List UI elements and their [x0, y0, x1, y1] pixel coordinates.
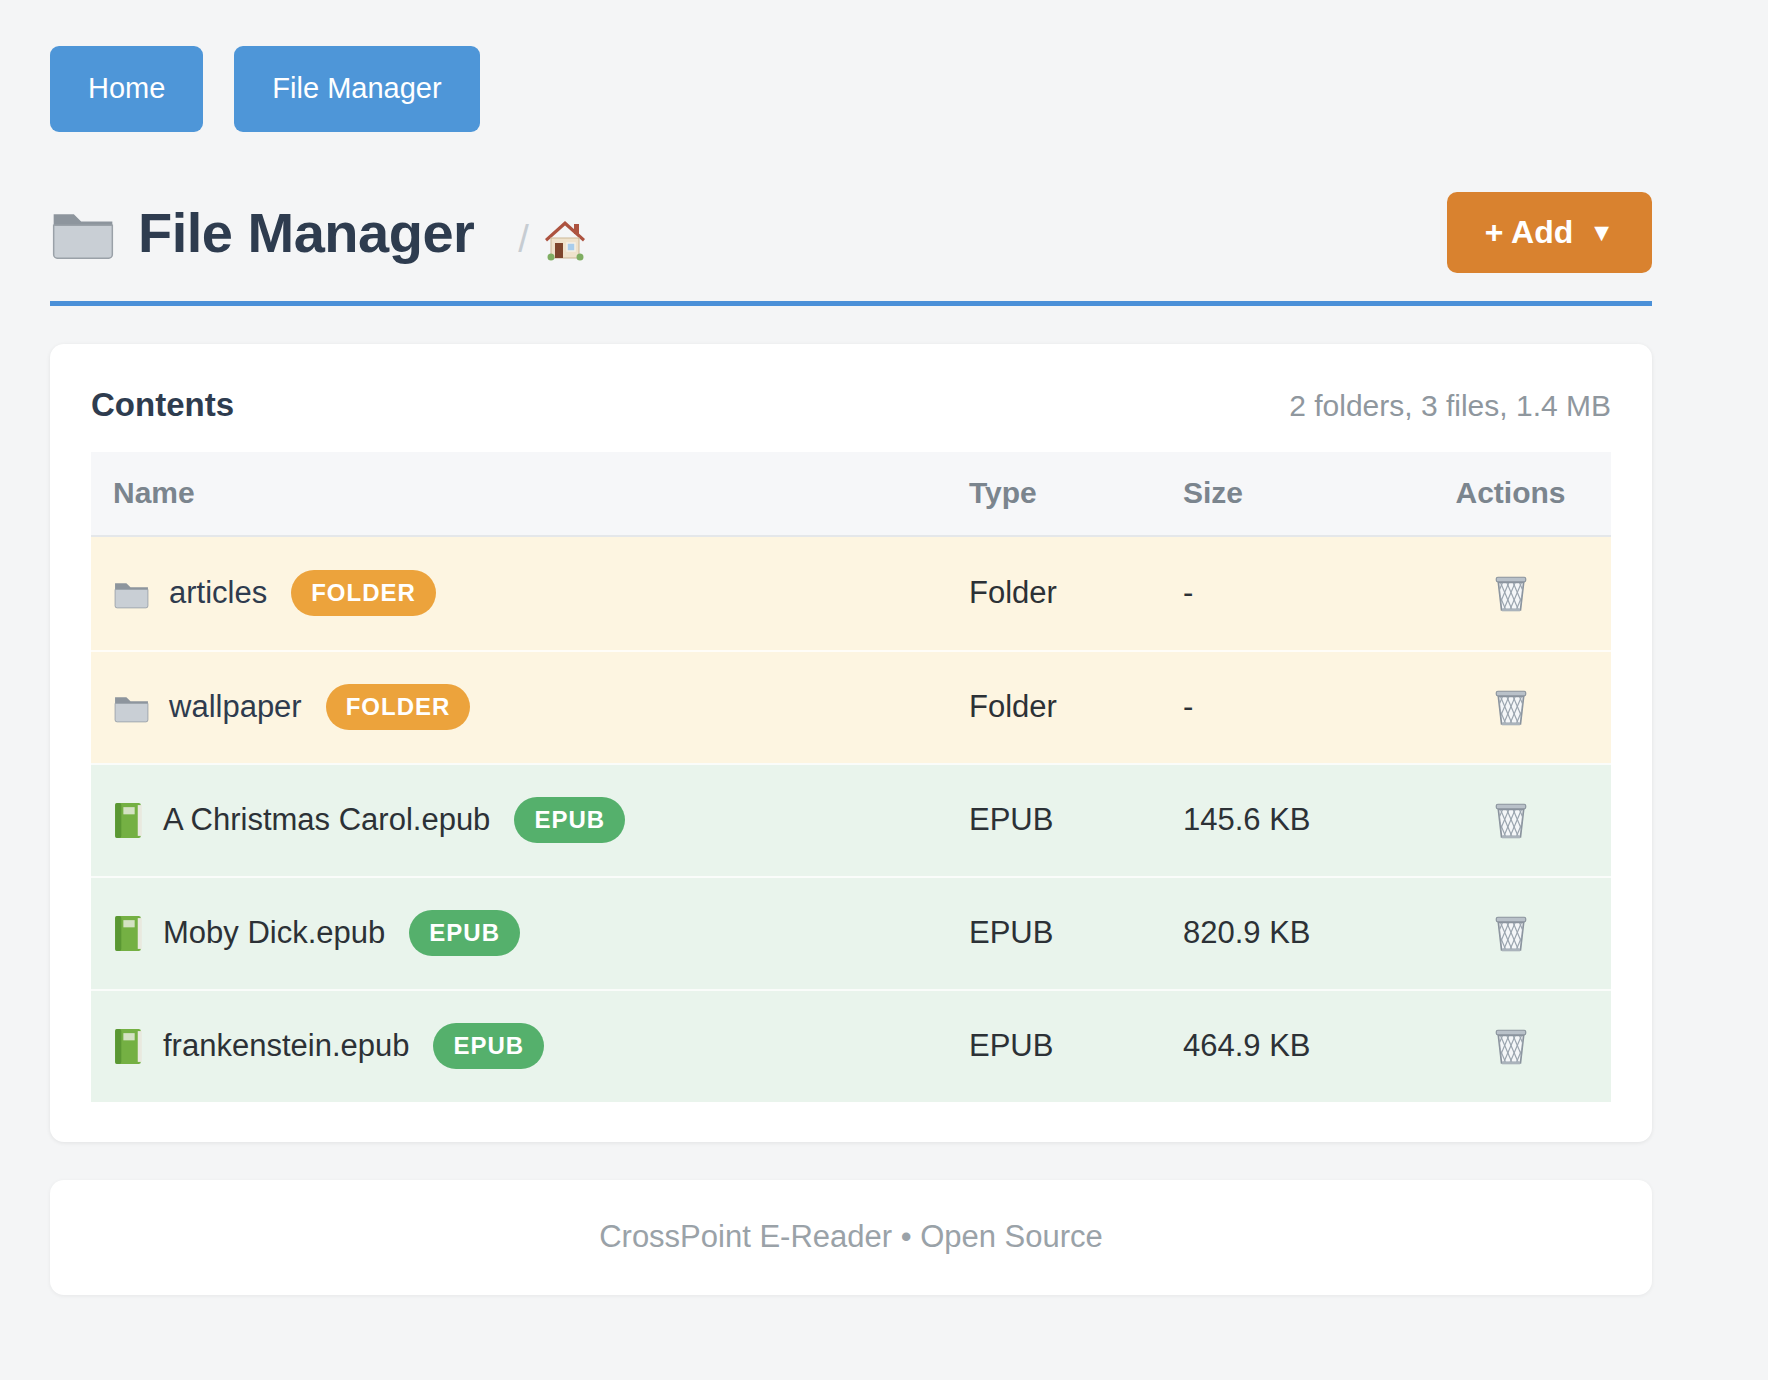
folder-icon — [113, 578, 150, 609]
home-button[interactable]: Home — [50, 46, 203, 132]
file-name[interactable]: A Christmas Carol.epub — [163, 802, 490, 838]
file-name[interactable]: articles — [169, 575, 267, 611]
table-row: frankenstein.epub EPUB EPUB 464.9 KB — [91, 989, 1611, 1102]
folder-icon — [50, 205, 116, 260]
file-name[interactable]: frankenstein.epub — [163, 1028, 409, 1064]
book-icon — [113, 1028, 144, 1065]
book-icon — [113, 802, 144, 839]
add-button[interactable]: + Add ▼ — [1447, 192, 1652, 273]
size-cell: 145.6 KB — [1183, 802, 1410, 838]
delete-button[interactable] — [1493, 573, 1529, 613]
delete-button[interactable] — [1493, 800, 1529, 840]
size-cell: 464.9 KB — [1183, 1028, 1410, 1064]
top-nav: Home File Manager — [50, 0, 1652, 132]
breadcrumb: / — [518, 217, 587, 261]
trash-icon — [1493, 1026, 1529, 1066]
table-row: articles FOLDER Folder - — [91, 537, 1611, 650]
table-header: Name Type Size Actions — [91, 452, 1611, 537]
home-icon[interactable] — [543, 217, 587, 261]
file-name[interactable]: wallpaper — [169, 689, 302, 725]
book-icon — [113, 915, 144, 952]
type-cell: EPUB — [969, 802, 1183, 838]
type-badge: FOLDER — [326, 684, 471, 730]
trash-icon — [1493, 800, 1529, 840]
contents-title: Contents — [91, 386, 234, 424]
header-divider — [50, 301, 1652, 306]
file-name[interactable]: Moby Dick.epub — [163, 915, 385, 951]
page-header: File Manager / + Add ▼ — [50, 192, 1652, 273]
contents-card: Contents 2 folders, 3 files, 1.4 MB Name… — [50, 344, 1652, 1142]
delete-button[interactable] — [1493, 913, 1529, 953]
page: Home File Manager File Manager / — [50, 0, 1652, 1295]
type-cell: Folder — [969, 689, 1183, 725]
file-table: Name Type Size Actions — [91, 452, 1611, 1102]
size-cell: - — [1183, 689, 1410, 725]
add-button-label: + Add — [1485, 214, 1574, 251]
type-badge: EPUB — [514, 797, 625, 843]
table-row: wallpaper FOLDER Folder - — [91, 650, 1611, 763]
footer-text: CrossPoint E-Reader • Open Source — [599, 1219, 1103, 1255]
page-title: File Manager — [138, 200, 474, 265]
size-cell: - — [1183, 575, 1410, 611]
size-cell: 820.9 KB — [1183, 915, 1410, 951]
caret-down-icon: ▼ — [1589, 218, 1614, 247]
footer: CrossPoint E-Reader • Open Source — [50, 1180, 1652, 1295]
folder-icon — [113, 692, 150, 723]
delete-button[interactable] — [1493, 687, 1529, 727]
type-badge: EPUB — [433, 1023, 544, 1069]
column-header-actions: Actions — [1410, 476, 1611, 510]
trash-icon — [1493, 913, 1529, 953]
table-body: articles FOLDER Folder - — [91, 537, 1611, 1102]
type-cell: EPUB — [969, 915, 1183, 951]
type-cell: Folder — [969, 575, 1183, 611]
type-cell: EPUB — [969, 1028, 1183, 1064]
table-row: A Christmas Carol.epub EPUB EPUB 145.6 K… — [91, 763, 1611, 876]
delete-button[interactable] — [1493, 1026, 1529, 1066]
column-header-name: Name — [91, 476, 969, 510]
trash-icon — [1493, 573, 1529, 613]
column-header-size: Size — [1183, 476, 1410, 510]
type-badge: EPUB — [409, 910, 520, 956]
file-manager-button[interactable]: File Manager — [234, 46, 479, 132]
table-row: Moby Dick.epub EPUB EPUB 820.9 KB — [91, 876, 1611, 989]
breadcrumb-separator: / — [518, 218, 529, 261]
contents-summary: 2 folders, 3 files, 1.4 MB — [1289, 389, 1611, 423]
trash-icon — [1493, 687, 1529, 727]
type-badge: FOLDER — [291, 570, 436, 616]
column-header-type: Type — [969, 476, 1183, 510]
